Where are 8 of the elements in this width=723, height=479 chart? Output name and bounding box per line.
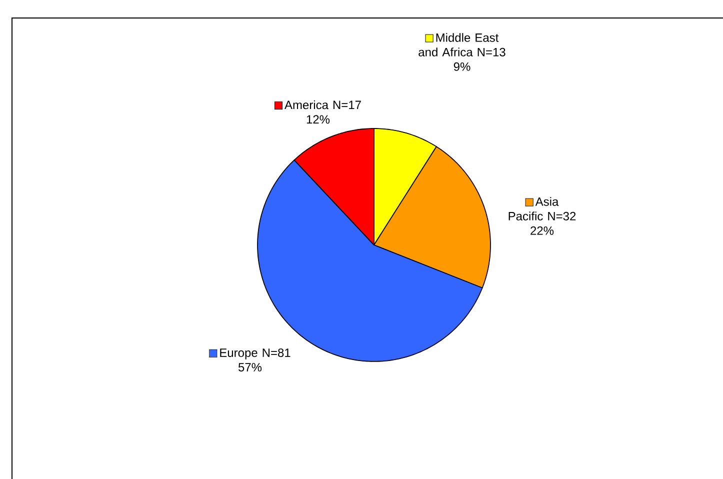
legend-label: Europe N=81 — [220, 348, 290, 360]
legend-label: Middle East and Africa N=13 — [418, 33, 506, 56]
data-label: 22% — [530, 226, 554, 235]
data-label: 57% — [238, 363, 262, 372]
data-label: 12% — [306, 115, 330, 124]
data-label: 9% — [454, 62, 470, 71]
legend-label: Asia Pacific N=32 — [508, 197, 576, 220]
legend-label: America N=17 — [284, 100, 361, 110]
